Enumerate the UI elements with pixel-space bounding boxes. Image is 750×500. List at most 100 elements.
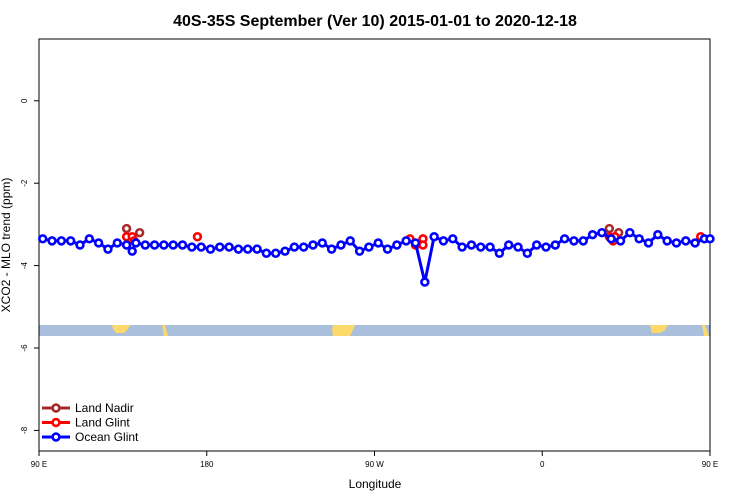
legend-marker [51, 417, 61, 428]
legend-item-ocean-glint: Ocean Glint [42, 430, 139, 444]
data-point-ocean-glint [373, 238, 383, 248]
data-point-ocean-glint [149, 240, 160, 250]
map-strip-land-africa [650, 325, 668, 333]
legend-item-land-nadir: Land Nadir [42, 401, 134, 415]
data-point-ocean-glint [103, 244, 113, 254]
map-strip-land-australia [112, 325, 130, 333]
data-point-ocean-glint [681, 236, 691, 246]
y-tick-label: 0 [20, 98, 29, 103]
data-point-ocean-glint [531, 240, 542, 250]
data-point-ocean-glint [298, 242, 309, 252]
data-point-ocean-glint [587, 230, 598, 240]
x-axis: 90 E 180 90 W 0 90 E [31, 451, 718, 469]
y-axis-label: XCO2 - MLO trend (ppm) [0, 178, 13, 313]
map-strip-land-newzealand [162, 325, 168, 336]
data-point-ocean-glint [196, 242, 206, 252]
map-strip [39, 325, 710, 336]
data-point-land-nadir [121, 223, 132, 234]
data-point-ocean-glint [382, 244, 393, 254]
chart-title: 40S-35S September (Ver 10) 2015-01-01 to… [173, 13, 577, 30]
y-tick-label: -2 [20, 179, 29, 187]
data-point-ocean-glint [336, 240, 346, 250]
data-point-ocean-glint [578, 236, 588, 246]
legend-marker [51, 403, 61, 413]
data-point-ocean-glint [271, 248, 281, 258]
data-point-ocean-glint [476, 242, 486, 252]
data-point-ocean-glint [485, 242, 495, 252]
data-point-ocean-glint [233, 244, 244, 254]
data-point-ocean-glint [550, 240, 560, 250]
y-tick-label: -6 [20, 344, 29, 352]
y-tick-label: -4 [20, 261, 29, 269]
data-point-ocean-glint [513, 242, 523, 252]
data-point-ocean-glint [308, 240, 318, 250]
data-point-ocean-glint [606, 234, 616, 244]
data-point-ocean-glint [671, 238, 682, 248]
data-point-ocean-glint [429, 232, 439, 242]
data-point-ocean-glint [466, 240, 477, 250]
data-point-ocean-glint [187, 242, 197, 252]
data-point-ocean-glint [690, 238, 700, 248]
data-point-ocean-glint [224, 242, 234, 252]
data-point-ocean-glint [705, 234, 715, 244]
x-axis-label: Longitude [349, 477, 402, 491]
data-point-ocean-glint [643, 238, 654, 248]
data-point-ocean-glint [252, 244, 262, 254]
data-point-land-glint [418, 240, 428, 250]
data-point-ocean-glint [457, 242, 467, 252]
legend-label: Land Nadir [75, 401, 134, 415]
data-point-ocean-glint [326, 244, 337, 254]
x-tick-label: 0 [540, 460, 545, 469]
data-point-land-nadir [134, 227, 145, 238]
data-point-ocean-glint [504, 240, 514, 250]
map-strip-land-newzealand-2 [702, 325, 709, 336]
data-point-ocean-glint [448, 234, 458, 244]
data-point-ocean-glint [401, 236, 411, 246]
data-point-ocean-glint [121, 240, 132, 250]
map-strip-land-south-america [332, 325, 355, 336]
data-point-ocean-glint [140, 240, 150, 250]
data-point-ocean-glint [112, 238, 122, 248]
data-point-ocean-glint [597, 227, 607, 238]
data-point-ocean-glint [615, 236, 626, 246]
data-point-ocean-glint [56, 236, 67, 246]
data-point-ocean-glint [131, 238, 141, 248]
data-point-ocean-glint [345, 236, 355, 246]
data-point-ocean-glint [569, 236, 579, 246]
data-point-ocean-glint [65, 236, 76, 246]
x-tick-label: 90 E [31, 460, 47, 469]
data-point-ocean-glint [625, 227, 635, 238]
data-point-ocean-glint [410, 238, 421, 248]
data-point-land-nadir [604, 223, 615, 234]
data-point-ocean-glint [289, 242, 300, 252]
data-point-ocean-glint [438, 236, 449, 246]
y-tick-label: -8 [20, 426, 29, 434]
data-point-ocean-glint [522, 248, 533, 258]
data-point-ocean-glint [662, 236, 672, 246]
x-tick-label: 90 E [702, 460, 718, 469]
data-point-ocean-glint [159, 240, 169, 250]
data-point-ocean-glint [38, 234, 48, 244]
data-point-ocean-glint [541, 242, 551, 252]
data-point-ocean-glint [177, 240, 188, 250]
data-point-ocean-glint [494, 248, 505, 258]
data-point-ocean-glint [634, 234, 644, 244]
data-point-ocean-glint [127, 246, 137, 256]
data-point-ocean-glint [392, 240, 402, 250]
y-axis: 0 -2 -4 -6 -8 [20, 98, 39, 434]
data-point-ocean-glint [205, 244, 216, 254]
legend-label: Land Glint [75, 416, 130, 430]
data-point-ocean-glint [317, 238, 328, 248]
series-layer [38, 223, 715, 287]
data-point-ocean-glint [354, 246, 365, 256]
data-point-ocean-glint [420, 277, 430, 287]
series-ocean-glint [38, 227, 715, 287]
data-point-ocean-glint [653, 230, 663, 240]
map-strip-ocean [39, 325, 710, 336]
data-point-ocean-glint [364, 242, 374, 252]
x-tick-label: 90 W [365, 460, 384, 469]
data-point-ocean-glint [261, 248, 272, 258]
legend-item-land-glint: Land Glint [42, 416, 130, 430]
